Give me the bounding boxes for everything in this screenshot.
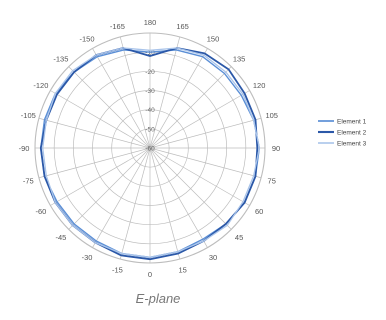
series-line-element-3 <box>42 47 260 258</box>
radial-tick-label: -20 <box>145 69 155 76</box>
grid-spoke <box>149 66 232 149</box>
angle-tick-label: 180 <box>144 18 157 27</box>
radial-tick-labels: -10 -20 -30 -40 -50 -60 <box>145 50 155 153</box>
polar-grid <box>34 32 266 264</box>
angle-tick-label: -150 <box>79 35 94 44</box>
angle-tick-label: -90 <box>19 144 30 153</box>
grid-spoke <box>38 147 151 179</box>
radial-tick-label: -60 <box>145 146 155 153</box>
angle-tick-label: 135 <box>233 55 246 64</box>
grid-spoke <box>50 90 151 149</box>
grid-spoke <box>149 147 262 179</box>
angle-tick-label: -60 <box>35 207 46 216</box>
angle-tick-label: -135 <box>53 55 68 64</box>
grid-spoke <box>50 147 151 206</box>
angle-tick-label: 105 <box>265 111 278 120</box>
angle-tick-label: -120 <box>33 81 48 90</box>
radial-tick-label: -30 <box>145 88 155 95</box>
grid-spoke <box>68 147 151 230</box>
angle-tick-label: 45 <box>235 233 243 242</box>
grid-spoke <box>149 117 262 149</box>
angle-tick-label: 150 <box>207 35 220 44</box>
legend-label: Element 3 <box>337 140 367 147</box>
grid-spoke <box>68 66 151 149</box>
grid-spoke <box>149 48 208 149</box>
angle-tick-label: 15 <box>178 266 186 275</box>
angle-tick-labels: 180 1651501351201059075604530150-15-30-45… <box>19 18 281 279</box>
angle-tick-label: 75 <box>268 176 276 185</box>
chart-title: E-plane <box>136 291 181 306</box>
grid-spoke <box>149 147 250 206</box>
legend-label: Element 1 <box>337 118 367 125</box>
angle-tick-label: -165 <box>110 22 125 31</box>
angle-tick-label: 0 <box>148 270 152 279</box>
series-layer <box>39 47 260 261</box>
grid-spoke <box>119 36 151 149</box>
grid-spoke <box>149 90 250 149</box>
angle-tick-label: -75 <box>23 176 34 185</box>
grid-spoke <box>119 147 151 260</box>
radial-tick-label: -10 <box>145 50 155 57</box>
grid-spoke <box>149 147 232 230</box>
grid-spoke <box>92 147 151 248</box>
angle-tick-label: -15 <box>112 266 123 275</box>
grid-spoke <box>149 147 208 248</box>
angle-tick-label: 60 <box>255 207 263 216</box>
angle-tick-label: -45 <box>55 233 66 242</box>
angle-tick-label: 165 <box>176 22 189 31</box>
radial-tick-label: -50 <box>145 126 155 133</box>
legend-label: Element 2 <box>337 129 367 136</box>
grid-spoke <box>149 147 181 260</box>
angle-tick-label: -30 <box>82 253 93 262</box>
angle-tick-label: 120 <box>253 81 266 90</box>
grid-spoke <box>38 117 151 149</box>
grid-spoke <box>149 36 181 149</box>
angle-tick-label: -105 <box>21 111 36 120</box>
radial-tick-label: -40 <box>145 107 155 114</box>
grid-spoke <box>92 48 151 149</box>
legend: Element 1 Element 2 Element 3 <box>318 118 367 147</box>
angle-tick-label: 90 <box>272 144 280 153</box>
angle-tick-label: 30 <box>209 253 217 262</box>
